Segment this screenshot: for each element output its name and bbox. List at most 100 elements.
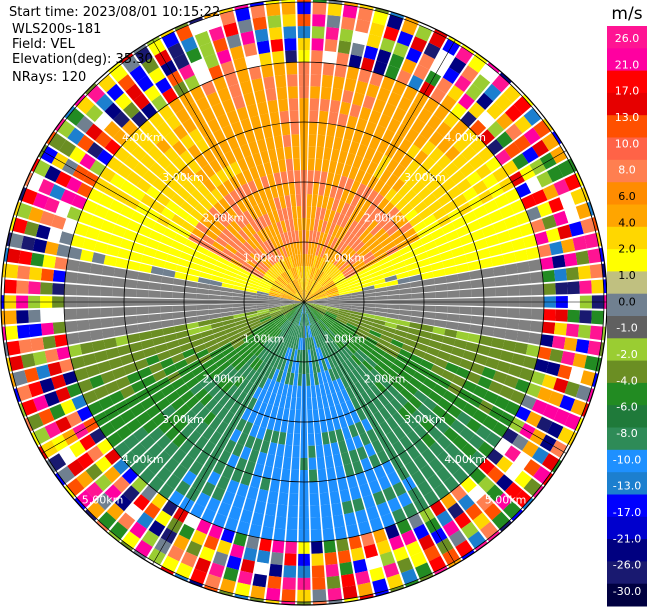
velocity-gate bbox=[395, 216, 409, 229]
velocity-gate bbox=[306, 218, 311, 231]
velocity-gate bbox=[331, 502, 343, 517]
velocity-gate bbox=[137, 225, 153, 238]
velocity-gate bbox=[273, 329, 282, 340]
velocity-gate bbox=[111, 224, 127, 238]
velocity-gate bbox=[286, 269, 294, 281]
velocity-gate bbox=[152, 222, 167, 235]
velocity-gate bbox=[244, 460, 256, 475]
velocity-gate bbox=[243, 42, 258, 57]
velocity-gate bbox=[523, 108, 542, 126]
velocity-gate bbox=[175, 108, 191, 124]
velocity-gate bbox=[304, 302, 307, 314]
velocity-gate bbox=[200, 266, 214, 275]
velocity-gate bbox=[313, 309, 323, 318]
velocity-gate bbox=[326, 394, 335, 407]
velocity-gate bbox=[308, 457, 317, 470]
velocity-gate bbox=[319, 383, 327, 397]
velocity-gate bbox=[208, 308, 221, 315]
velocity-gate bbox=[403, 401, 417, 415]
velocity-gate bbox=[528, 332, 542, 345]
velocity-gate bbox=[587, 248, 602, 264]
velocity-gate bbox=[323, 147, 332, 161]
velocity-gate bbox=[399, 370, 413, 382]
velocity-gate bbox=[100, 307, 113, 318]
velocity-gate bbox=[409, 354, 423, 365]
velocity-gate bbox=[216, 407, 229, 421]
velocity-gate bbox=[222, 278, 235, 285]
velocity-gate bbox=[217, 256, 230, 266]
velocity-gate bbox=[195, 421, 209, 435]
velocity-gate bbox=[233, 285, 246, 291]
velocity-gate bbox=[358, 271, 371, 279]
velocity-gate bbox=[89, 329, 104, 341]
velocity-gate bbox=[267, 15, 282, 29]
velocity-gate bbox=[173, 418, 188, 433]
velocity-gate bbox=[249, 356, 260, 369]
velocity-gate bbox=[430, 500, 446, 517]
velocity-gate bbox=[368, 239, 380, 251]
velocity-gate bbox=[84, 82, 97, 95]
velocity-gate bbox=[76, 182, 93, 198]
velocity-gate bbox=[399, 288, 412, 295]
velocity-gate bbox=[293, 254, 298, 267]
velocity-gate bbox=[268, 148, 278, 162]
velocity-gate bbox=[42, 335, 57, 350]
velocity-gate bbox=[313, 287, 324, 296]
velocity-gate bbox=[338, 333, 350, 344]
velocity-gate bbox=[455, 263, 470, 273]
velocity-gate bbox=[256, 291, 269, 296]
velocity-gate bbox=[136, 314, 150, 324]
velocity-gate bbox=[94, 474, 112, 492]
velocity-gate bbox=[210, 402, 224, 416]
velocity-gate bbox=[232, 443, 244, 457]
velocity-gate bbox=[341, 230, 352, 243]
velocity-gate bbox=[423, 240, 437, 252]
range-ring-label: 4.00km bbox=[122, 131, 164, 144]
velocity-gate bbox=[24, 221, 40, 237]
velocity-gate bbox=[542, 403, 559, 420]
velocity-gate bbox=[148, 67, 166, 84]
velocity-gate bbox=[405, 16, 419, 25]
velocity-gate bbox=[522, 497, 534, 510]
velocity-gate bbox=[375, 291, 388, 297]
velocity-gate bbox=[131, 350, 146, 362]
velocity-gate bbox=[276, 357, 284, 370]
velocity-gate bbox=[116, 163, 133, 179]
velocity-gate bbox=[165, 163, 180, 178]
velocity-gate bbox=[519, 367, 534, 382]
velocity-gate bbox=[162, 268, 176, 278]
velocity-gate bbox=[366, 83, 380, 99]
velocity-gate bbox=[177, 258, 191, 268]
velocity-gate bbox=[413, 220, 427, 233]
velocity-gate bbox=[123, 154, 140, 170]
velocity-gate bbox=[314, 306, 327, 313]
velocity-gate bbox=[254, 329, 266, 339]
velocity-gate bbox=[18, 187, 27, 201]
colorbar-cell bbox=[607, 539, 647, 562]
velocity-gate bbox=[284, 219, 291, 232]
velocity-gate bbox=[100, 317, 114, 328]
velocity-gate bbox=[522, 146, 539, 164]
velocity-gate bbox=[382, 102, 397, 118]
velocity-gate bbox=[104, 102, 122, 120]
velocity-gate bbox=[568, 367, 584, 383]
velocity-gate bbox=[436, 466, 452, 483]
velocity-gate bbox=[451, 346, 465, 358]
velocity-gate bbox=[306, 278, 310, 291]
velocity-gate bbox=[300, 290, 304, 302]
velocity-gate bbox=[292, 302, 304, 306]
velocity-gate bbox=[475, 425, 492, 441]
velocity-gate bbox=[378, 256, 391, 266]
velocity-gate bbox=[189, 333, 203, 342]
velocity-gate bbox=[252, 437, 263, 452]
velocity-gate bbox=[219, 7, 233, 15]
velocity-gate bbox=[310, 311, 319, 322]
velocity-gate bbox=[110, 173, 126, 189]
velocity-gate bbox=[496, 474, 514, 492]
velocity-gate bbox=[418, 53, 435, 70]
velocity-gate bbox=[249, 424, 260, 438]
velocity-gate bbox=[304, 290, 308, 302]
velocity-gate bbox=[420, 124, 435, 140]
velocity-gate bbox=[362, 360, 374, 372]
velocity-gate bbox=[370, 243, 383, 255]
